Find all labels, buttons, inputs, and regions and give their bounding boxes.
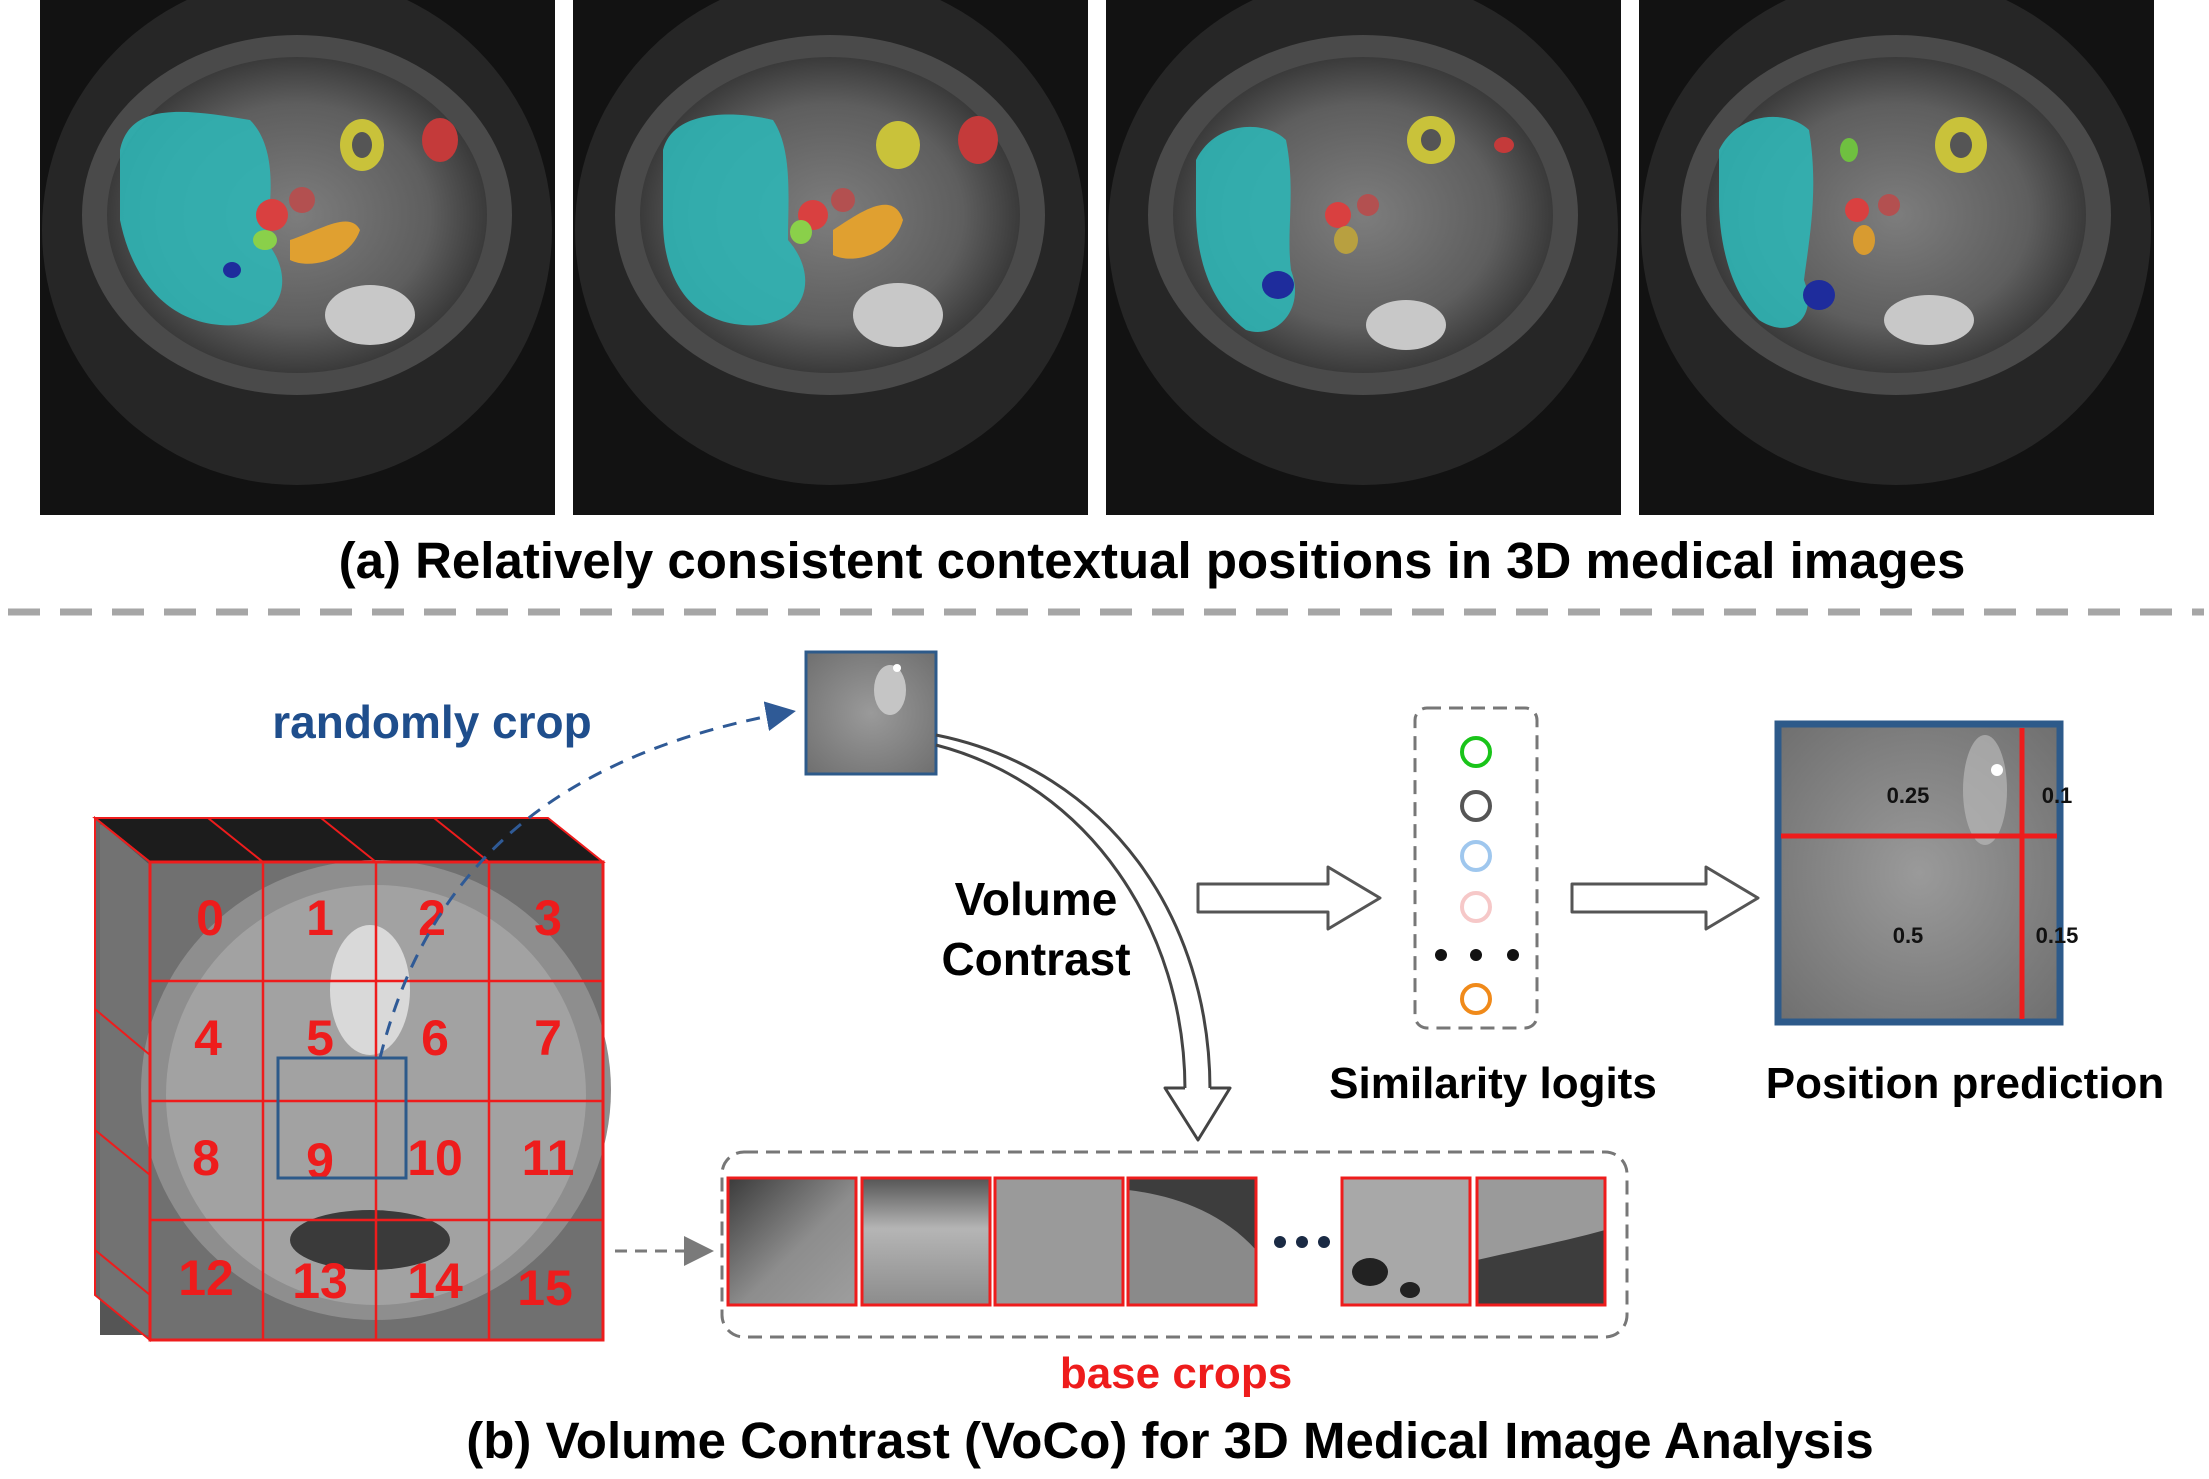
base-crop <box>1475 1176 1607 1307</box>
grid-number: 8 <box>192 1130 220 1186</box>
grid-number: 6 <box>421 1010 449 1066</box>
similarity-logits-box <box>1413 706 1539 1030</box>
cropped-patch <box>804 650 938 776</box>
volume-contrast-label-line2: Contrast <box>941 933 1130 985</box>
logit-circle <box>1460 840 1492 872</box>
grid-numbers: 0 1 2 3 4 5 6 7 8 9 10 11 12 13 14 15 <box>178 890 574 1316</box>
grid-number: 1 <box>306 890 334 946</box>
ct-slice-1 <box>40 0 555 515</box>
position-prediction-label: Position prediction <box>1766 1059 2164 1108</box>
arrow-to-position <box>1570 865 1760 931</box>
ct-slice-row <box>40 0 2154 515</box>
logit-circle <box>1460 891 1492 923</box>
position-value: 0.1 <box>2042 783 2073 808</box>
ct-slice-2 <box>573 0 1088 515</box>
similarity-logits-label: Similarity logits <box>1329 1059 1657 1108</box>
base-crop <box>993 1176 1125 1307</box>
grid-number: 7 <box>534 1010 562 1066</box>
volume-contrast-label-line1: Volume <box>955 873 1118 925</box>
logit-circle <box>1460 736 1492 768</box>
ct-slice-3 <box>1106 0 1621 515</box>
base-crop <box>1126 1176 1258 1307</box>
panel-a-caption: (a) Relatively consistent contextual pos… <box>339 532 1966 589</box>
grid-number: 2 <box>418 890 446 946</box>
base-crop <box>726 1176 858 1307</box>
grid-number: 9 <box>306 1133 334 1189</box>
base-crops-label: base crops <box>1060 1349 1292 1398</box>
position-value: 0.5 <box>1893 923 1924 948</box>
grid-number: 15 <box>517 1260 573 1316</box>
grid-number: 4 <box>194 1010 222 1066</box>
grid-number: 0 <box>196 890 224 946</box>
random-crop-box <box>276 1056 408 1180</box>
base-crop <box>860 1176 992 1307</box>
position-value: 0.25 <box>1887 783 1930 808</box>
grid-number: 13 <box>292 1253 348 1309</box>
random-crop-label: randomly crop <box>272 696 592 748</box>
base-crops-ellipsis <box>1274 1236 1330 1248</box>
position-value: 0.15 <box>2036 923 2079 948</box>
grid-number: 11 <box>522 1130 575 1186</box>
grid-number: 10 <box>407 1130 463 1186</box>
random-crop-arrow <box>378 701 796 1059</box>
panel-b-caption: (b) Volume Contrast (VoCo) for 3D Medica… <box>466 1412 1873 1469</box>
logit-circle <box>1460 983 1492 1015</box>
ct-slice-4 <box>1639 0 2154 515</box>
grid-number: 3 <box>534 890 562 946</box>
grid-number: 12 <box>178 1250 234 1306</box>
arrow-to-logits <box>1196 865 1382 931</box>
logit-circles <box>1460 736 1492 1015</box>
ct-volume-cube <box>92 815 611 1343</box>
volume-contrast-arrow <box>935 733 1232 1142</box>
base-crops-container <box>720 1150 1629 1339</box>
base-crops <box>726 1176 1607 1307</box>
base-crop <box>1340 1176 1472 1307</box>
logit-ellipsis <box>1435 949 1519 961</box>
grid-number: 14 <box>407 1253 463 1309</box>
position-prediction-patch <box>1774 720 2064 1026</box>
logit-circle <box>1460 790 1492 822</box>
